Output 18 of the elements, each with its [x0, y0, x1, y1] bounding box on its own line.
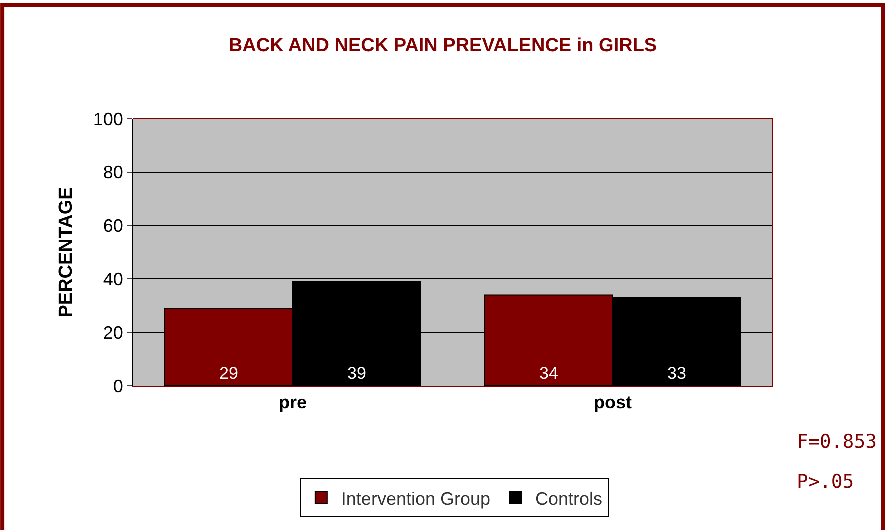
- legend-label: Intervention Group: [341, 488, 491, 509]
- x-tick-label: post: [594, 392, 632, 413]
- data-label: 33: [668, 364, 686, 383]
- chart-title: BACK AND NECK PAIN PREVALENCE in GIRLS: [228, 36, 658, 57]
- y-tick-label: 80: [103, 162, 124, 183]
- x-tick-label: pre: [278, 392, 308, 413]
- legend-label: Controls: [536, 488, 603, 509]
- y-tick-label: 20: [103, 322, 124, 343]
- y-tick-label: 60: [103, 216, 124, 236]
- y-tick-label: 0: [113, 376, 124, 396]
- data-label: 34: [540, 364, 558, 383]
- text: F=0.853: [797, 431, 878, 453]
- y-axis-title: PERCENTAGE: [56, 187, 78, 318]
- text: P>.05: [797, 471, 854, 493]
- data-label: 39: [348, 364, 366, 383]
- data-label: 29: [220, 364, 238, 383]
- y-tick-label: 40: [103, 270, 124, 290]
- y-tick-label: 100: [93, 109, 124, 130]
